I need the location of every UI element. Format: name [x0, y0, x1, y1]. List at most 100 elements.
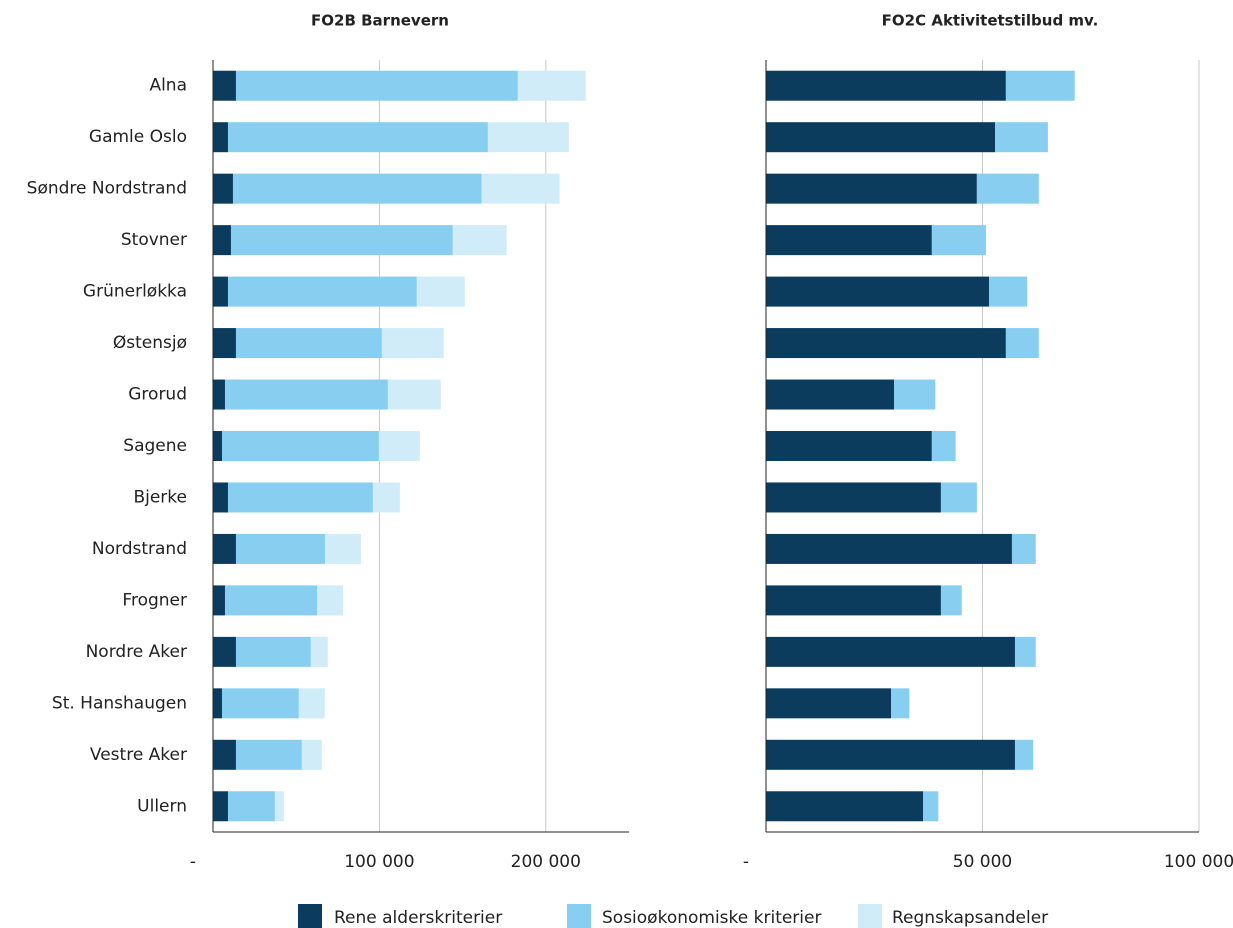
bar — [221, 431, 379, 461]
bar — [301, 739, 322, 770]
bar — [221, 688, 299, 719]
bar — [235, 739, 302, 770]
bar — [213, 70, 236, 101]
legend-swatch — [298, 904, 322, 928]
x-tick-label: 50 000 — [953, 852, 1012, 872]
bar — [213, 739, 236, 770]
bar — [766, 70, 1006, 101]
bar — [235, 533, 325, 564]
bar — [274, 791, 284, 822]
bar — [766, 173, 977, 204]
bar — [487, 122, 569, 153]
y-tick-label: Stovner — [121, 230, 187, 250]
bar — [766, 431, 932, 461]
x-tick-label: - — [190, 852, 196, 872]
bar — [213, 276, 228, 307]
y-tick-label: Søndre Nordstrand — [27, 179, 187, 199]
bar — [324, 533, 361, 564]
bar — [766, 328, 1006, 359]
y-tick-label: Nordstrand — [92, 539, 187, 559]
legend-label: Regnskapsandeler — [892, 908, 1048, 928]
bar — [213, 791, 228, 822]
bar — [213, 225, 231, 256]
bar — [372, 482, 400, 513]
legend-swatch — [858, 904, 882, 928]
bar — [766, 276, 989, 307]
y-tick-label: Østensjø — [113, 333, 187, 353]
bar — [235, 70, 518, 101]
bar — [381, 328, 444, 359]
bar — [213, 533, 236, 564]
bar — [235, 636, 311, 667]
bar — [1014, 636, 1036, 667]
x-tick-label: 200 000 — [511, 852, 581, 872]
bar — [224, 379, 388, 410]
y-tick-label: St. Hanshaugen — [52, 693, 187, 713]
legend-label: Sosioøkonomiske kriterier — [602, 908, 821, 928]
bar — [766, 739, 1015, 770]
bar — [232, 173, 482, 204]
y-tick-label: Grünerløkka — [83, 282, 187, 302]
bar — [213, 482, 228, 513]
bar — [416, 276, 465, 307]
bar — [1014, 739, 1034, 770]
bar — [988, 276, 1028, 307]
bar — [230, 225, 453, 256]
bar — [923, 791, 939, 822]
bar — [766, 482, 941, 513]
bar — [235, 328, 382, 359]
x-tick-label: - — [743, 852, 749, 872]
bar — [387, 379, 441, 410]
bar — [766, 225, 932, 256]
bar — [213, 122, 228, 153]
y-tick-label: Nordre Aker — [86, 642, 187, 662]
bar — [224, 585, 317, 616]
bar — [213, 173, 233, 204]
bar — [766, 122, 996, 153]
bar — [213, 688, 222, 719]
y-tick-label: Bjerke — [133, 487, 187, 507]
bar — [317, 585, 343, 616]
x-tick-label: 100 000 — [1164, 852, 1233, 872]
legend-label: Rene alderskriterier — [334, 908, 502, 928]
bar — [766, 379, 895, 410]
chart-title: FO2B Barnevern — [311, 12, 449, 30]
bar — [1011, 533, 1036, 564]
chart-title: FO2C Aktivitetstilbud mv. — [882, 12, 1099, 30]
bar — [213, 431, 222, 461]
bar — [378, 431, 420, 461]
bar — [894, 379, 936, 410]
y-tick-label: Grorud — [128, 385, 187, 405]
bar — [227, 276, 417, 307]
bar — [931, 225, 986, 256]
bar — [976, 173, 1039, 204]
y-tick-label: Sagene — [123, 436, 187, 456]
bar — [766, 636, 1015, 667]
bar — [1005, 328, 1039, 359]
bar — [766, 533, 1012, 564]
bar — [766, 791, 924, 822]
bar — [517, 70, 586, 101]
bar — [481, 173, 560, 204]
bar — [891, 688, 910, 719]
bar — [310, 636, 328, 667]
y-tick-label: Vestre Aker — [90, 745, 187, 765]
bar — [227, 791, 275, 822]
bar — [940, 585, 962, 616]
legend-swatch — [567, 904, 591, 928]
bar — [1005, 70, 1075, 101]
y-tick-label: Frogner — [122, 590, 187, 610]
bar — [227, 482, 373, 513]
bar — [766, 585, 941, 616]
y-tick-label: Alna — [149, 76, 187, 96]
bar — [213, 379, 225, 410]
bar — [995, 122, 1048, 153]
bar — [227, 122, 488, 153]
bar — [452, 225, 507, 256]
bar — [213, 328, 236, 359]
bar — [940, 482, 977, 513]
bar — [298, 688, 325, 719]
bar — [213, 585, 225, 616]
x-tick-label: 100 000 — [344, 852, 414, 872]
